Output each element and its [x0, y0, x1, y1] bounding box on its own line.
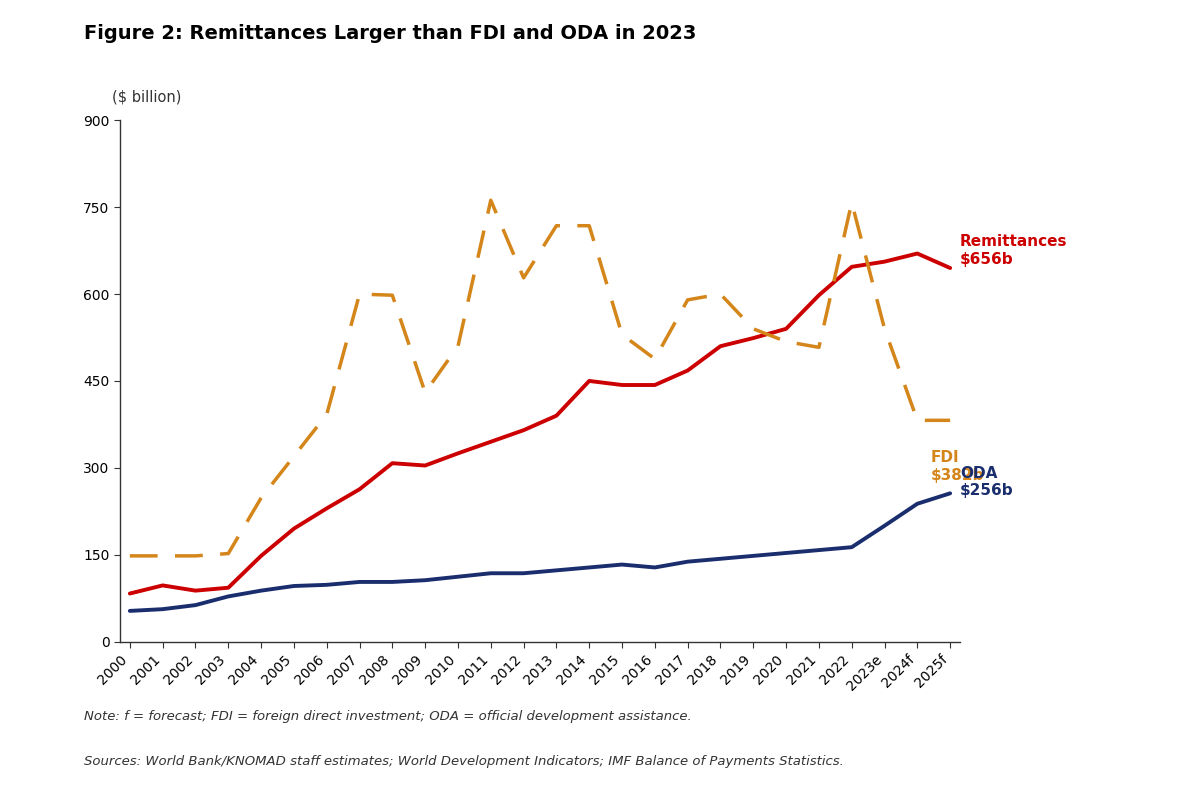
Text: Remittances
$656b: Remittances $656b [960, 234, 1068, 267]
Text: Note: f = forecast; FDI = foreign direct investment; ODA = official development : Note: f = forecast; FDI = foreign direct… [84, 710, 691, 723]
Text: FDI
$382b: FDI $382b [930, 451, 984, 483]
Text: Sources: World Bank/KNOMAD staff estimates; World Development Indicators; IMF Ba: Sources: World Bank/KNOMAD staff estimat… [84, 755, 844, 768]
Text: ODA
$256b: ODA $256b [960, 465, 1014, 498]
Text: ($ billion): ($ billion) [112, 90, 181, 105]
Text: Figure 2: Remittances Larger than FDI and ODA in 2023: Figure 2: Remittances Larger than FDI an… [84, 24, 696, 43]
